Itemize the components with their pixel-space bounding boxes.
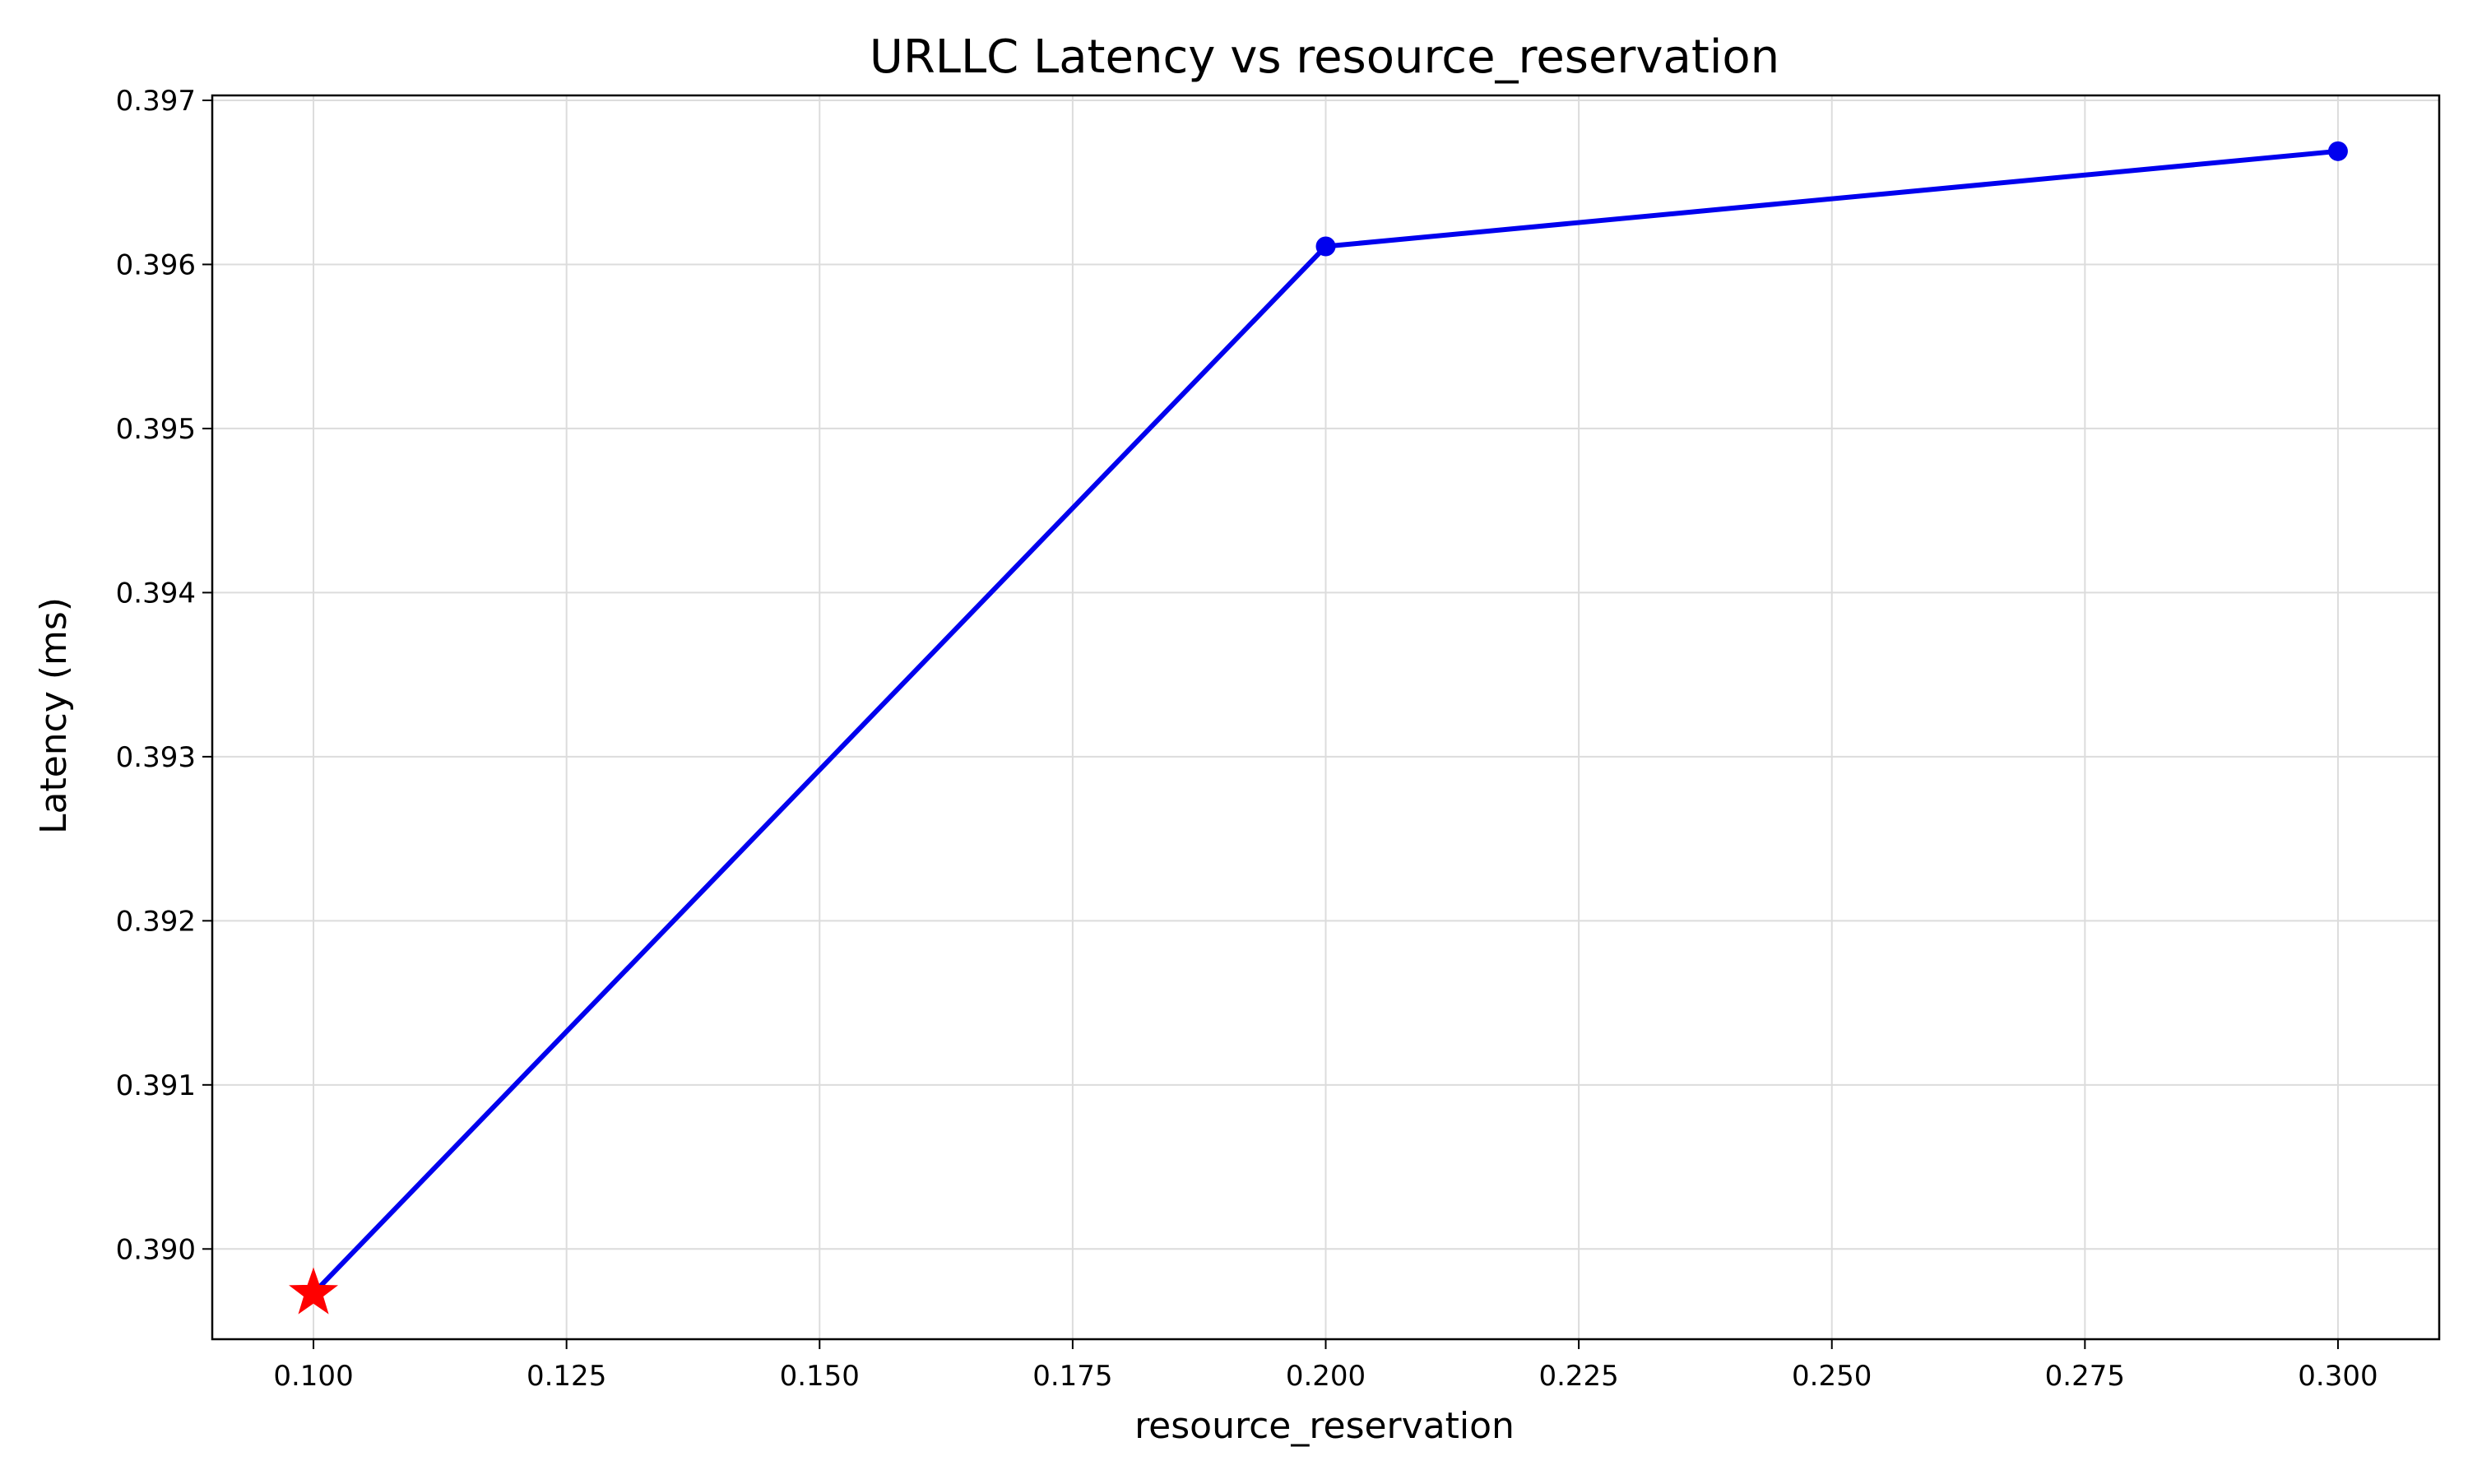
y-tick-label: 0.390 bbox=[116, 1233, 196, 1266]
y-axis-ticks: 0.390 0.391 0.392 0.393 0.394 0.395 0.396 0.397 bbox=[116, 85, 212, 1266]
y-tick-label: 0.391 bbox=[116, 1069, 196, 1102]
data-point-marker bbox=[2327, 141, 2348, 161]
x-tick-label: 0.275 bbox=[2045, 1360, 2125, 1393]
x-axis-ticks: 0.100 0.125 0.150 0.175 0.200 0.225 0.250 0.275… bbox=[273, 1339, 2378, 1393]
x-tick-label: 0.175 bbox=[1032, 1360, 1112, 1393]
x-tick-label: 0.225 bbox=[1538, 1360, 1618, 1393]
grid bbox=[212, 95, 2439, 1339]
y-tick-label: 0.394 bbox=[116, 577, 196, 610]
y-tick-label: 0.397 bbox=[116, 85, 196, 118]
chart-title: URLLC Latency vs resource_reservation bbox=[870, 30, 1779, 84]
x-tick-label: 0.125 bbox=[527, 1360, 606, 1393]
y-tick-label: 0.396 bbox=[116, 248, 196, 281]
y-tick-label: 0.392 bbox=[116, 905, 196, 938]
x-tick-label: 0.150 bbox=[780, 1360, 860, 1393]
y-tick-label: 0.393 bbox=[116, 741, 196, 774]
x-tick-label: 0.300 bbox=[2298, 1360, 2378, 1393]
y-tick-label: 0.395 bbox=[116, 413, 196, 446]
data-point-marker bbox=[1315, 236, 1336, 257]
best-point-star-marker bbox=[289, 1267, 339, 1315]
x-axis-label: resource_reservation bbox=[1134, 1405, 1515, 1447]
x-tick-label: 0.250 bbox=[1792, 1360, 1872, 1393]
x-tick-label: 0.100 bbox=[273, 1360, 353, 1393]
y-axis-label: Latency (ms) bbox=[33, 597, 75, 834]
x-tick-label: 0.200 bbox=[1286, 1360, 1366, 1393]
marker-layer bbox=[289, 141, 2348, 1315]
